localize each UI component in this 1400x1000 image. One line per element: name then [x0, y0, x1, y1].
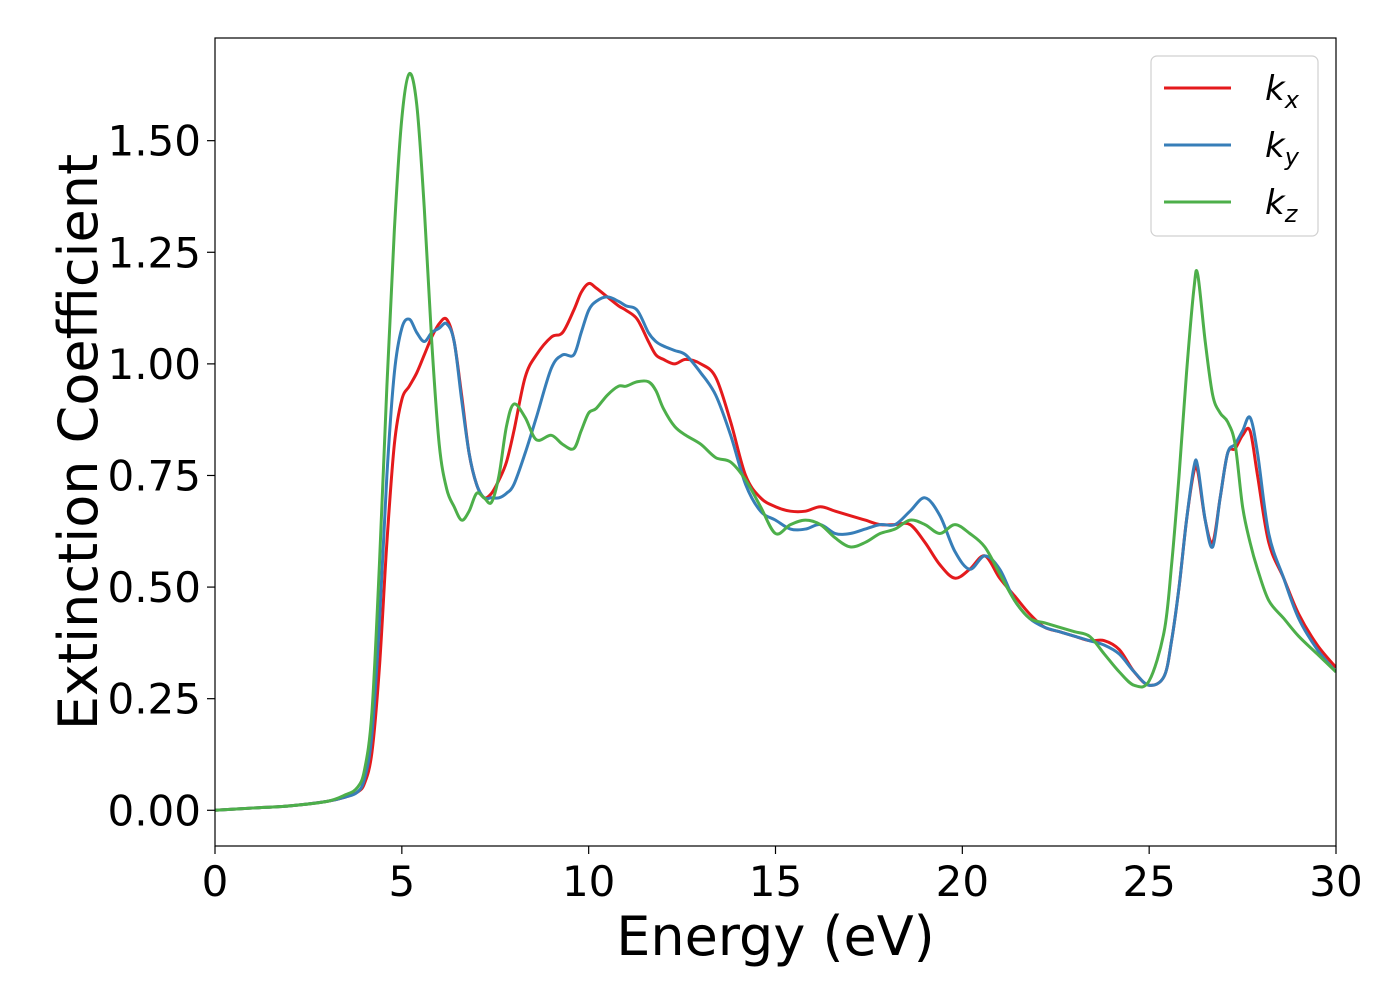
- y-tick-label: 0.50: [107, 563, 201, 612]
- y-tick-label: 0.25: [107, 675, 201, 724]
- y-tick-label: 0.75: [107, 451, 201, 500]
- x-axis-title: Energy (eV): [616, 905, 935, 968]
- series-line-ky: [215, 295, 1336, 812]
- legend-label-kz: kz: [1265, 183, 1299, 228]
- x-tick-label: 5: [388, 857, 415, 906]
- x-tick-label: 15: [749, 857, 802, 906]
- x-tick-label: 25: [1122, 857, 1175, 906]
- legend-label-kx: kx: [1265, 69, 1300, 114]
- legend-box: [1150, 55, 1319, 237]
- y-axis-title: Extinction Coefficient: [47, 154, 110, 730]
- y-tick-label: 1.00: [107, 340, 201, 389]
- x-tick-label: 0: [202, 857, 229, 906]
- y-tick-label: 0.00: [107, 786, 201, 835]
- y-tick-label: 1.50: [107, 117, 201, 166]
- series-line-kz: [215, 71, 1336, 812]
- series-layer: [215, 71, 1336, 812]
- legend-label-ky: ky: [1265, 126, 1300, 171]
- y-axis: 0.00 0.25 0.50 0.75 1.00 1.25 1.50: [107, 117, 215, 835]
- x-tick-label: 20: [936, 857, 989, 906]
- x-axis: 0 5 10 15 20 25 30: [202, 846, 1363, 906]
- y-tick-label: 1.25: [107, 228, 201, 277]
- legend: kx ky kz: [1150, 55, 1319, 237]
- x-tick-label: 10: [562, 857, 615, 906]
- x-tick-label: 30: [1309, 857, 1362, 906]
